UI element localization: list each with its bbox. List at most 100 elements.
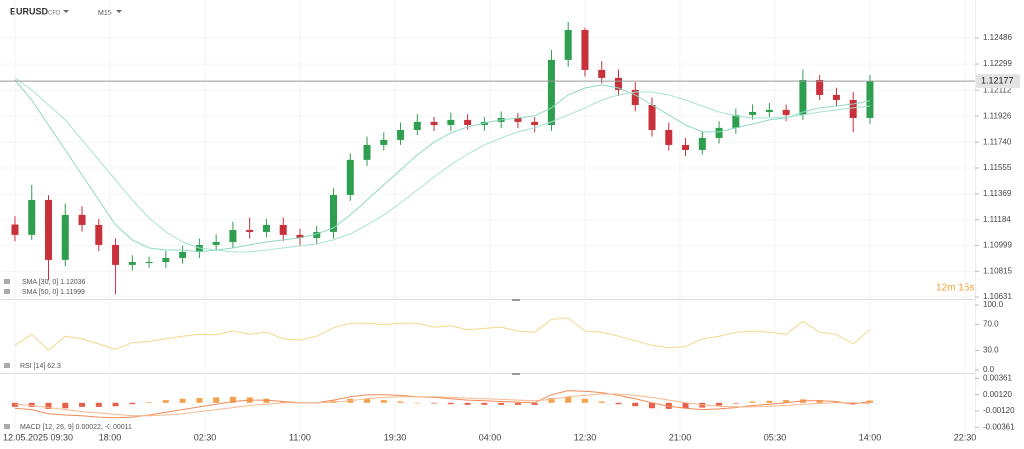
candle-body [61,214,69,260]
sma-line [14,79,871,253]
candle-body [564,29,572,60]
candle-body [698,137,706,150]
timeframe[interactable]: M15 [98,10,112,17]
candle-body [547,59,555,125]
candle-body [229,229,237,242]
y-tick-label: 1.10999 [983,241,1012,250]
candle-body [162,257,170,262]
y-tick-label: 1.10631 [983,292,1012,301]
sma-line [14,77,871,253]
histogram-bar [581,398,588,403]
candle-body [397,129,405,140]
histogram-bar [481,402,488,405]
indicator-icon[interactable] [4,279,10,284]
histogram-bar [632,402,639,407]
timeframe-dropdown[interactable] [116,10,122,13]
candle-body [430,121,438,125]
histogram-bar [112,402,119,407]
histogram-bar [716,402,723,406]
candle-body [28,199,36,235]
histogram-bar [464,402,471,405]
candle-body [682,144,690,150]
candle-body [380,139,388,145]
histogram-bar [380,400,387,403]
candle-body [816,79,824,95]
histogram-bar [28,402,35,407]
histogram-bar [598,401,605,403]
x-tick-label: 05:30 [764,432,787,442]
histogram-bar [833,401,840,403]
candle-body [531,121,539,125]
x-tick-label: 14:00 [859,432,882,442]
macd-line [14,390,871,419]
histogram-bar [783,400,790,403]
indicator-icon[interactable] [4,289,10,294]
legend-entry: SMA [50, 0] 1.11999 [22,289,85,296]
y-tick-label: 1.12112 [983,85,1012,94]
y-tick-label: 1.12486 [983,33,1012,42]
candle-body [128,261,136,265]
candle-body [413,121,421,130]
symbol-dropdown[interactable] [63,10,69,13]
histogram-bar [548,398,555,403]
candle-body [296,234,304,238]
indicator-line [14,317,871,352]
candle-body [832,94,840,100]
candle-body [581,29,589,70]
x-tick-label: 02:30 [194,432,217,442]
histogram-bar [179,398,186,403]
histogram-bar [62,402,69,409]
histogram-bar [129,402,136,405]
histogram-bar [414,402,421,404]
y-tick-label: 1.11184 [983,215,1011,224]
histogram-bar [45,402,52,409]
candle-body [363,144,371,160]
x-tick-label: 22:30 [954,432,977,442]
candle-body [849,99,857,118]
candle-body [45,199,53,260]
candle-body [866,81,874,118]
candle-body [732,114,740,128]
last-price-box [976,74,1020,89]
y-tick-label: 1.11555 [983,163,1012,172]
x-tick-label: 12:30 [574,432,597,442]
candle-body [514,117,522,122]
candle-body [11,224,19,235]
histogram-bar [615,402,622,405]
candle-body [262,224,270,232]
x-tick-label: 12.05.2025 09:30 [3,432,73,442]
histogram-bar [514,402,521,405]
y-tick-label: 1.11369 [983,189,1012,198]
indicator-label: RSI [14] 62.3 [20,363,61,370]
candle-body [329,194,337,232]
candle-countdown: 12m 15s [936,283,974,294]
candle-body [464,119,472,125]
histogram-bar [565,396,572,403]
y-tick-label: 100.0 [983,300,1004,309]
y-tick-label: 1.12299 [983,59,1012,68]
candle-body [665,129,673,145]
histogram-bar [397,401,404,403]
y-tick-label: 0.0 [983,365,995,374]
y-tick-label: -0.00361 [983,422,1015,431]
y-tick-label: 70.0 [983,320,999,329]
histogram-bar [213,397,220,403]
candle-body [749,111,757,115]
histogram-bar [11,402,18,407]
candle-body [279,224,287,235]
histogram-bar [146,402,153,403]
histogram-bar [732,402,739,404]
y-tick-label: -0.00120 [983,406,1015,415]
indicator-icon[interactable] [4,424,10,429]
indicator-icon[interactable] [4,363,10,368]
histogram-bar [850,402,857,405]
histogram-bar [95,402,102,407]
y-tick-label: 1.11926 [983,111,1012,120]
y-tick-label: 1.11740 [983,137,1012,146]
indicator-label: MACD [12, 26, 9] 0.00022, -0.00011 [20,424,132,431]
x-tick-label: 21:00 [669,432,692,442]
histogram-bar [431,402,438,404]
candle-body [799,79,807,115]
candle-body [179,251,187,258]
symbol[interactable]: EURUSD [10,6,49,16]
